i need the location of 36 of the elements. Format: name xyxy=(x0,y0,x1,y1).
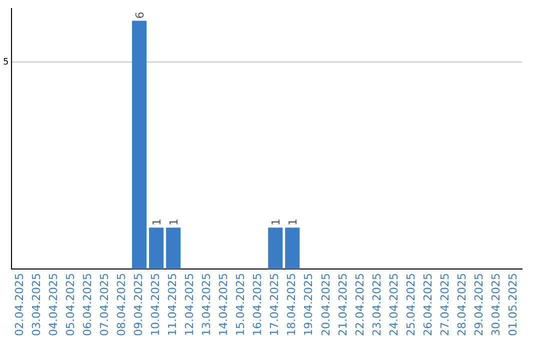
x-tick-label: 22.04.2025 xyxy=(353,273,366,336)
x-tick-label: 07.04.2025 xyxy=(98,273,112,336)
x-tick-label: 04.04.2025 xyxy=(47,273,60,336)
x-tick-label: 02.04.2025 xyxy=(13,273,26,336)
x-tick-label: 15.04.2025 xyxy=(234,273,248,336)
x-tick-label: 03.04.2025 xyxy=(30,273,44,336)
data-label: 1 xyxy=(167,218,180,226)
x-tick-label: 16.04.2025 xyxy=(251,273,264,336)
x-tick-label: 21.04.2025 xyxy=(336,273,350,336)
x-tick-label: 28.04.2025 xyxy=(455,273,468,336)
x-tick-label: 06.04.2025 xyxy=(81,273,94,336)
x-tick-label: 23.04.2025 xyxy=(370,273,384,336)
x-tick-label: 01.05.2025 xyxy=(506,273,520,336)
data-label: 6 xyxy=(133,12,146,19)
x-tick-label: 09.04.2025 xyxy=(132,273,146,336)
x-tick-label: 12.04.2025 xyxy=(183,273,196,336)
x-tick-label: 19.04.2025 xyxy=(302,273,316,336)
x-tick-label: 14.04.2025 xyxy=(217,273,230,336)
x-tick-label: 18.04.2025 xyxy=(285,273,298,336)
data-label: 1 xyxy=(150,218,164,226)
x-tick-label: 20.04.2025 xyxy=(319,273,332,336)
x-tick-label: 10.04.2025 xyxy=(149,273,162,336)
x-tick-label: 27.04.2025 xyxy=(438,273,452,336)
x-tick-label: 24.04.2025 xyxy=(387,273,400,336)
x-tick-label: 25.04.2025 xyxy=(404,273,418,336)
y-tick-label: 5 xyxy=(2,58,9,68)
x-tick-label: 08.04.2025 xyxy=(115,273,128,336)
x-tick-label: 30.04.2025 xyxy=(489,273,502,336)
data-label: 1 xyxy=(286,218,300,226)
x-tick-label: 17.04.2025 xyxy=(268,273,282,336)
x-tick-label: 26.04.2025 xyxy=(421,273,434,336)
x-tick-label: 05.04.2025 xyxy=(64,273,78,336)
data-label: 1 xyxy=(269,218,282,226)
x-tick-label: 13.04.2025 xyxy=(200,273,214,336)
x-tick-label: 29.04.2025 xyxy=(472,273,486,336)
x-tick-label: 11.04.2025 xyxy=(166,273,180,336)
